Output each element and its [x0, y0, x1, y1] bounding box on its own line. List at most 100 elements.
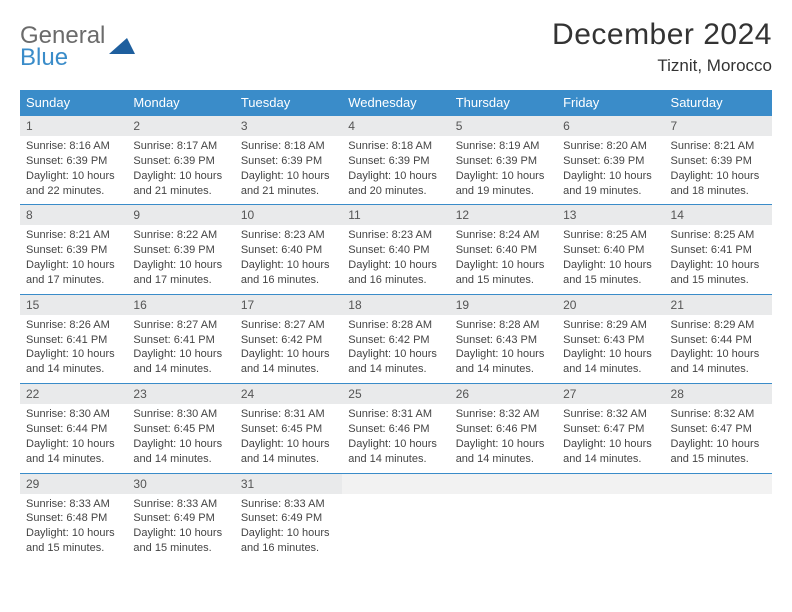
day-number-cell — [342, 473, 449, 494]
weekday-header: Friday — [557, 90, 664, 116]
sunrise-text: Sunrise: 8:28 AM — [456, 318, 551, 333]
day-content-cell: Sunrise: 8:27 AMSunset: 6:42 PMDaylight:… — [235, 315, 342, 384]
sunset-text: Sunset: 6:39 PM — [133, 154, 228, 169]
sunrise-text: Sunrise: 8:20 AM — [563, 139, 658, 154]
weekday-header: Monday — [127, 90, 234, 116]
daylight-text: Daylight: 10 hours and 14 minutes. — [456, 437, 551, 467]
sunset-text: Sunset: 6:44 PM — [26, 422, 121, 437]
daylight-text: Daylight: 10 hours and 15 minutes. — [26, 526, 121, 556]
sunset-text: Sunset: 6:49 PM — [241, 511, 336, 526]
day-number-cell: 27 — [557, 384, 664, 405]
sunrise-text: Sunrise: 8:33 AM — [241, 497, 336, 512]
day-number-cell: 24 — [235, 384, 342, 405]
day-number-cell: 23 — [127, 384, 234, 405]
day-number-cell: 19 — [450, 294, 557, 315]
day-content-cell: Sunrise: 8:30 AMSunset: 6:45 PMDaylight:… — [127, 404, 234, 473]
logo-text-block: General Blue — [20, 24, 105, 70]
day-content-cell — [342, 494, 449, 562]
sunset-text: Sunset: 6:47 PM — [563, 422, 658, 437]
day-number-cell: 22 — [20, 384, 127, 405]
day-number-cell: 6 — [557, 116, 664, 137]
sunrise-text: Sunrise: 8:19 AM — [456, 139, 551, 154]
sunrise-text: Sunrise: 8:18 AM — [348, 139, 443, 154]
sunrise-text: Sunrise: 8:29 AM — [563, 318, 658, 333]
daylight-text: Daylight: 10 hours and 16 minutes. — [241, 258, 336, 288]
weekday-header-row: Sunday Monday Tuesday Wednesday Thursday… — [20, 90, 772, 116]
day-number-cell: 28 — [665, 384, 772, 405]
logo: General Blue — [20, 18, 135, 70]
day-number-cell: 4 — [342, 116, 449, 137]
day-number-cell — [665, 473, 772, 494]
day-number-row: 891011121314 — [20, 205, 772, 226]
sunset-text: Sunset: 6:47 PM — [671, 422, 766, 437]
sunset-text: Sunset: 6:40 PM — [241, 243, 336, 258]
sunset-text: Sunset: 6:39 PM — [241, 154, 336, 169]
daylight-text: Daylight: 10 hours and 15 minutes. — [456, 258, 551, 288]
day-content-cell: Sunrise: 8:27 AMSunset: 6:41 PMDaylight:… — [127, 315, 234, 384]
weekday-header: Tuesday — [235, 90, 342, 116]
day-number-cell: 7 — [665, 116, 772, 137]
sunrise-text: Sunrise: 8:22 AM — [133, 228, 228, 243]
sunrise-text: Sunrise: 8:33 AM — [133, 497, 228, 512]
day-content-cell: Sunrise: 8:18 AMSunset: 6:39 PMDaylight:… — [342, 136, 449, 205]
day-number-cell: 20 — [557, 294, 664, 315]
sunrise-text: Sunrise: 8:32 AM — [671, 407, 766, 422]
weekday-header: Saturday — [665, 90, 772, 116]
day-content-cell: Sunrise: 8:33 AMSunset: 6:49 PMDaylight:… — [127, 494, 234, 562]
sunset-text: Sunset: 6:41 PM — [133, 333, 228, 348]
day-number-cell — [450, 473, 557, 494]
sunset-text: Sunset: 6:39 PM — [563, 154, 658, 169]
day-number-row: 293031 — [20, 473, 772, 494]
sunset-text: Sunset: 6:49 PM — [133, 511, 228, 526]
logo-triangle-icon — [109, 36, 135, 61]
sunrise-text: Sunrise: 8:17 AM — [133, 139, 228, 154]
day-content-cell: Sunrise: 8:22 AMSunset: 6:39 PMDaylight:… — [127, 225, 234, 294]
day-content-cell — [557, 494, 664, 562]
daylight-text: Daylight: 10 hours and 14 minutes. — [563, 347, 658, 377]
sunset-text: Sunset: 6:41 PM — [671, 243, 766, 258]
weekday-header: Wednesday — [342, 90, 449, 116]
day-content-cell: Sunrise: 8:32 AMSunset: 6:47 PMDaylight:… — [557, 404, 664, 473]
day-content-cell: Sunrise: 8:16 AMSunset: 6:39 PMDaylight:… — [20, 136, 127, 205]
sunrise-text: Sunrise: 8:24 AM — [456, 228, 551, 243]
day-content-cell: Sunrise: 8:33 AMSunset: 6:49 PMDaylight:… — [235, 494, 342, 562]
daylight-text: Daylight: 10 hours and 16 minutes. — [348, 258, 443, 288]
day-content-row: Sunrise: 8:33 AMSunset: 6:48 PMDaylight:… — [20, 494, 772, 562]
sunset-text: Sunset: 6:39 PM — [133, 243, 228, 258]
day-content-cell: Sunrise: 8:19 AMSunset: 6:39 PMDaylight:… — [450, 136, 557, 205]
calendar-table: Sunday Monday Tuesday Wednesday Thursday… — [20, 90, 772, 562]
sunrise-text: Sunrise: 8:29 AM — [671, 318, 766, 333]
sunset-text: Sunset: 6:39 PM — [671, 154, 766, 169]
daylight-text: Daylight: 10 hours and 16 minutes. — [241, 526, 336, 556]
day-number-cell: 2 — [127, 116, 234, 137]
sunset-text: Sunset: 6:45 PM — [241, 422, 336, 437]
daylight-text: Daylight: 10 hours and 18 minutes. — [671, 169, 766, 199]
day-content-cell: Sunrise: 8:28 AMSunset: 6:42 PMDaylight:… — [342, 315, 449, 384]
daylight-text: Daylight: 10 hours and 17 minutes. — [26, 258, 121, 288]
sunrise-text: Sunrise: 8:32 AM — [563, 407, 658, 422]
day-number-row: 1234567 — [20, 116, 772, 137]
sunrise-text: Sunrise: 8:33 AM — [26, 497, 121, 512]
sunset-text: Sunset: 6:43 PM — [456, 333, 551, 348]
day-content-row: Sunrise: 8:21 AMSunset: 6:39 PMDaylight:… — [20, 225, 772, 294]
day-content-cell — [665, 494, 772, 562]
day-content-cell: Sunrise: 8:32 AMSunset: 6:47 PMDaylight:… — [665, 404, 772, 473]
sunrise-text: Sunrise: 8:18 AM — [241, 139, 336, 154]
sunrise-text: Sunrise: 8:25 AM — [671, 228, 766, 243]
sunrise-text: Sunrise: 8:30 AM — [26, 407, 121, 422]
sunrise-text: Sunrise: 8:31 AM — [241, 407, 336, 422]
location: Tiznit, Morocco — [552, 56, 772, 76]
day-number-cell: 29 — [20, 473, 127, 494]
day-content-cell: Sunrise: 8:17 AMSunset: 6:39 PMDaylight:… — [127, 136, 234, 205]
sunrise-text: Sunrise: 8:27 AM — [133, 318, 228, 333]
day-content-cell: Sunrise: 8:20 AMSunset: 6:39 PMDaylight:… — [557, 136, 664, 205]
daylight-text: Daylight: 10 hours and 14 minutes. — [563, 437, 658, 467]
day-content-cell: Sunrise: 8:21 AMSunset: 6:39 PMDaylight:… — [665, 136, 772, 205]
day-number-row: 22232425262728 — [20, 384, 772, 405]
day-number-cell: 9 — [127, 205, 234, 226]
day-content-cell: Sunrise: 8:29 AMSunset: 6:43 PMDaylight:… — [557, 315, 664, 384]
day-content-cell — [450, 494, 557, 562]
daylight-text: Daylight: 10 hours and 15 minutes. — [133, 526, 228, 556]
day-number-cell: 30 — [127, 473, 234, 494]
daylight-text: Daylight: 10 hours and 20 minutes. — [348, 169, 443, 199]
